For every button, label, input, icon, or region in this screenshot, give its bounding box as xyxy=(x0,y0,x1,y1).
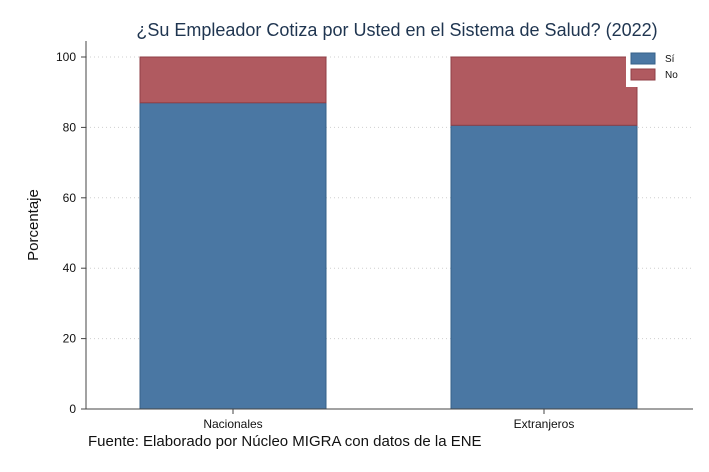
axes-layer: 0 20 40 60 80 100 Nacionales Extranjeros xyxy=(56,41,693,431)
y-tick-label: 40 xyxy=(63,261,77,275)
bar-no-nacionales xyxy=(139,56,327,104)
x-tick-label: Extranjeros xyxy=(514,417,575,431)
source-note: Fuente: Elaborado por Núcleo MIGRA con d… xyxy=(88,433,482,450)
bar-no-extranjeros xyxy=(450,56,638,126)
chart-title: ¿Su Empleador Cotiza por Usted en el Sis… xyxy=(136,20,657,40)
legend-swatch-si xyxy=(630,52,656,65)
legend-swatch-no xyxy=(630,68,656,81)
legend: Sí No xyxy=(626,45,692,87)
legend-box xyxy=(626,45,692,87)
legend-label-no: No xyxy=(665,70,678,81)
x-tick-label: Nacionales xyxy=(203,417,262,431)
y-axis-title: Porcentaje xyxy=(25,189,42,261)
y-tick-label: 100 xyxy=(56,50,76,64)
bar-sí-nacionales xyxy=(139,102,327,410)
y-tick-label: 80 xyxy=(63,120,77,134)
bar-sí-extranjeros xyxy=(450,124,638,410)
y-tick-label: 60 xyxy=(63,191,77,205)
y-tick-label: 0 xyxy=(69,402,76,416)
legend-label-si: Sí xyxy=(665,54,675,65)
y-tick-label: 20 xyxy=(63,332,77,346)
bars-layer xyxy=(139,56,638,410)
